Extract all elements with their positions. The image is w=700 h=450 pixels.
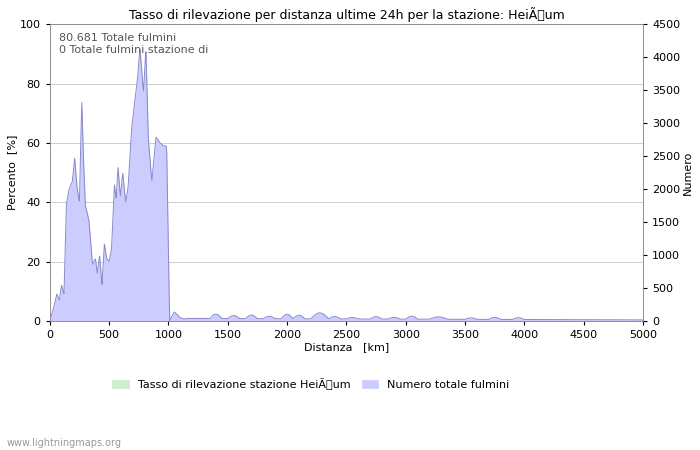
Y-axis label: Numero: Numero: [683, 150, 693, 195]
Text: 80.681 Totale fulmini
0 Totale fulmini stazione di: 80.681 Totale fulmini 0 Totale fulmini s…: [59, 33, 208, 55]
X-axis label: Distanza   [km]: Distanza [km]: [304, 342, 389, 353]
Text: www.lightningmaps.org: www.lightningmaps.org: [7, 437, 122, 447]
Y-axis label: Percento  [%]: Percento [%]: [7, 135, 17, 210]
Legend: Tasso di rilevazione stazione HeiÃum, Numero totale fulmini: Tasso di rilevazione stazione HeiÃum, N…: [108, 374, 514, 395]
Title: Tasso di rilevazione per distanza ultime 24h per la stazione: HeiÃum: Tasso di rilevazione per distanza ultime…: [129, 7, 564, 22]
